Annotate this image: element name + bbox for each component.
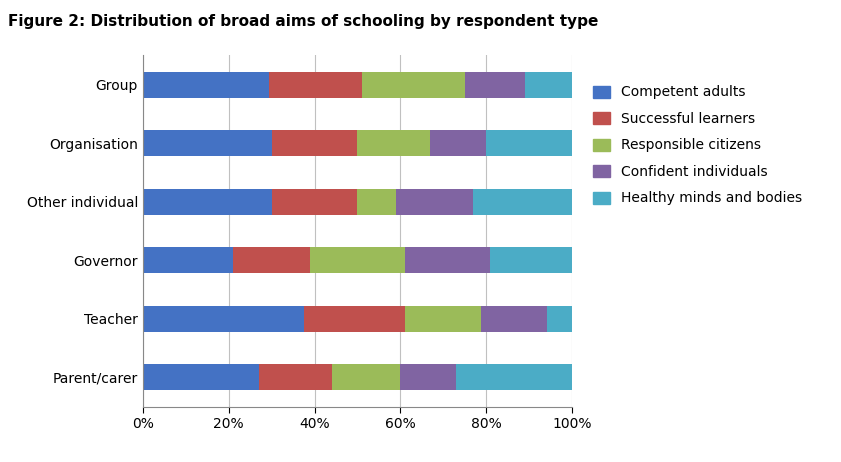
Bar — [272, 188, 357, 215]
Bar — [357, 130, 431, 157]
Bar — [310, 247, 405, 274]
Bar — [481, 306, 547, 332]
Bar — [400, 364, 456, 390]
Bar — [304, 306, 405, 332]
Bar — [143, 188, 272, 215]
Bar — [259, 364, 331, 390]
Bar — [233, 247, 310, 274]
Legend: Competent adults, Successful learners, Responsible citizens, Confident individua: Competent adults, Successful learners, R… — [587, 80, 807, 211]
Bar — [490, 247, 572, 274]
Bar — [431, 130, 486, 157]
Bar — [143, 247, 233, 274]
Bar — [405, 247, 490, 274]
Bar — [405, 306, 481, 332]
Bar — [143, 130, 272, 157]
Bar — [362, 72, 464, 98]
Bar — [486, 130, 572, 157]
Bar — [143, 364, 259, 390]
Bar — [269, 72, 362, 98]
Bar — [272, 130, 357, 157]
Text: Figure 2: Distribution of broad aims of schooling by respondent type: Figure 2: Distribution of broad aims of … — [8, 14, 599, 29]
Bar — [143, 72, 269, 98]
Bar — [473, 188, 572, 215]
Bar — [331, 364, 400, 390]
Bar — [456, 364, 572, 390]
Bar — [396, 188, 473, 215]
Bar — [547, 306, 572, 332]
Bar — [143, 306, 304, 332]
Bar — [357, 188, 396, 215]
Bar — [464, 72, 526, 98]
Bar — [526, 72, 572, 98]
